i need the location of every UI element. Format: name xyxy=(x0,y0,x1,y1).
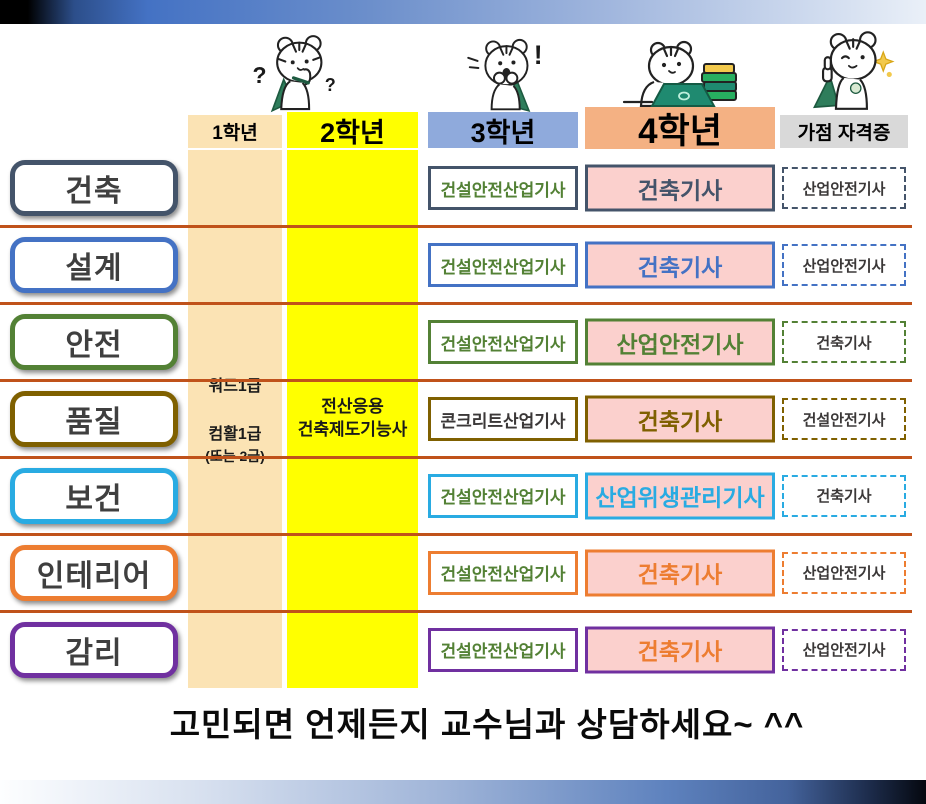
bonus-cert-box: 산업안전기사 xyxy=(782,244,906,287)
year2-column-band: 전산응용 건축제도기능사 xyxy=(287,150,418,688)
consultation-message: 고민되면 언제든지 교수님과 상담하세요~ ^^ xyxy=(169,706,805,743)
svg-text:?: ? xyxy=(253,62,267,88)
header-bonus-certs: 가점 자격증 xyxy=(780,115,908,148)
track-row-architecture: 건축 건설안전산업기사 건축기사 산업안전기사 xyxy=(0,150,926,229)
grade4-cert-box: 건축기사 xyxy=(585,395,775,443)
bonus-cert-box: 건축기사 xyxy=(782,321,906,364)
year2-cert-line: 전산응용 xyxy=(321,397,384,417)
grade3-cert-box: 건설안전산업기사 xyxy=(428,166,578,211)
header-year1: 1학년 xyxy=(188,115,282,148)
track-row-supervision: 감리 건설안전산업기사 건축기사 산업안전기사 xyxy=(0,611,926,688)
track-label: 설계 xyxy=(65,252,123,286)
year1-column-band: 워드1급 컴활1급 (또는 2급) xyxy=(188,150,282,688)
bonus-cert-box: 산업안전기사 xyxy=(782,167,906,210)
header-year2: 2학년 xyxy=(287,112,418,148)
grade4-cert-box: 건축기사 xyxy=(585,549,775,597)
grade4-cert-box: 건축기사 xyxy=(585,241,775,289)
grade3-cert-box: 건설안전산업기사 xyxy=(428,550,578,595)
track-label-box: 품질 xyxy=(10,391,178,447)
tiger-studying-icon xyxy=(618,40,750,114)
bonus-cert-box: 건축기사 xyxy=(782,474,906,517)
grade4-cert-box: 산업위생관리기사 xyxy=(585,472,775,520)
track-label-box: 인테리어 xyxy=(10,544,178,601)
grade3-cert-box: 콘크리트산업기사 xyxy=(428,397,578,441)
track-label: 건축 xyxy=(65,175,123,209)
track-row-safety: 안전 건설안전산업기사 산업안전기사 건축기사 xyxy=(0,304,926,382)
grade4-cert-box: 건축기사 xyxy=(585,164,775,212)
grade3-cert-box: 건설안전산업기사 xyxy=(428,473,578,518)
bottom-gradient-bar xyxy=(0,780,926,804)
grade3-cert-box: 건설안전산업기사 xyxy=(428,627,578,672)
svg-text:?: ? xyxy=(325,75,336,95)
track-row-quality: 품질 콘크리트산업기사 건축기사 건설안전기사 xyxy=(0,381,926,459)
year1-cert-line: 컴활1급 xyxy=(208,426,262,443)
track-row-interior: 인테리어 건설안전산업기사 건축기사 산업안전기사 xyxy=(0,534,926,613)
track-label-box: 안전 xyxy=(10,314,178,371)
tiger-thinking-icon: ? ? xyxy=(246,32,346,114)
track-row-health: 보건 건설안전산업기사 산업위생관리기사 건축기사 xyxy=(0,457,926,536)
tiger-surprised-icon: ! xyxy=(458,36,558,114)
year2-cert-line: 건축제도기능사 xyxy=(297,420,408,439)
header-year3: 3학년 xyxy=(428,112,578,148)
grade4-cert-box: 산업안전기사 xyxy=(585,318,775,366)
grade4-cert-box: 건축기사 xyxy=(585,626,775,674)
track-label-box: 건축 xyxy=(10,160,178,217)
bonus-cert-box: 산업안전기사 xyxy=(782,551,906,594)
bonus-cert-box: 산업안전기사 xyxy=(782,628,906,671)
track-label: 인테리어 xyxy=(36,559,152,593)
track-label-box: 설계 xyxy=(10,237,178,294)
track-label: 보건 xyxy=(65,482,123,516)
track-label: 감리 xyxy=(65,636,123,670)
tracks-table: 건축 건설안전산업기사 건축기사 산업안전기사 설계 건설안전산업기사 건축기사… xyxy=(0,150,926,688)
bonus-cert-box: 건설안전기사 xyxy=(782,398,906,440)
grade3-cert-box: 건설안전산업기사 xyxy=(428,243,578,288)
track-label-box: 감리 xyxy=(10,621,178,678)
year1-cert-line: 워드1급 xyxy=(208,378,262,395)
track-row-design: 설계 건설안전산업기사 건축기사 산업안전기사 xyxy=(0,227,926,306)
top-gradient-bar xyxy=(0,0,926,24)
track-label-box: 보건 xyxy=(10,467,178,524)
grade3-cert-box: 건설안전산업기사 xyxy=(428,320,578,365)
track-label: 안전 xyxy=(65,329,123,363)
track-label: 품질 xyxy=(65,406,123,439)
svg-text:!: ! xyxy=(534,40,543,70)
tiger-thumbs-up-icon xyxy=(798,28,898,114)
header-year4: 4학년 xyxy=(585,107,775,151)
